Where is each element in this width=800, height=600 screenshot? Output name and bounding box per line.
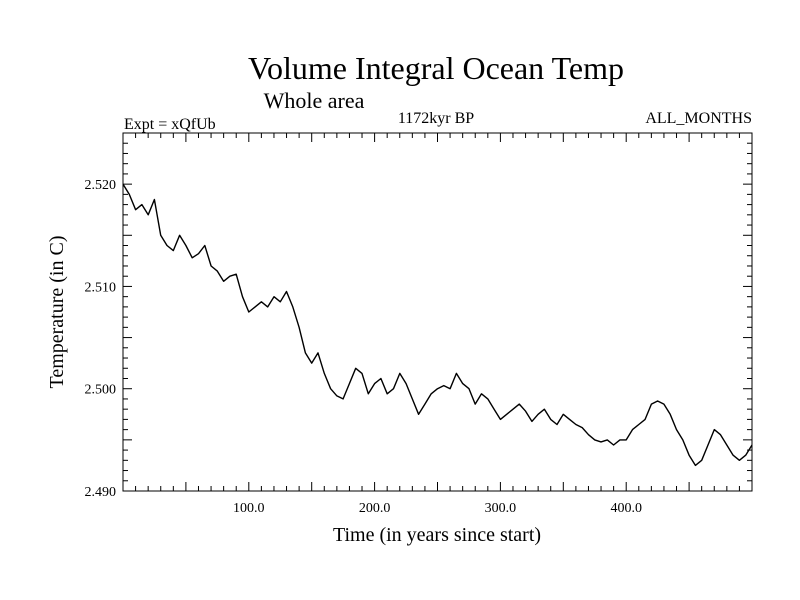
y-axis-label: Temperature (in C) <box>46 236 68 389</box>
temperature-series-line <box>122 183 753 467</box>
chart-title: Volume Integral Ocean Temp <box>248 50 624 86</box>
chart-subtitle: Whole area <box>264 88 365 113</box>
y-tick-label: 2.510 <box>85 280 117 295</box>
y-tick-label: 2.520 <box>85 178 117 193</box>
plot-frame <box>122 132 753 492</box>
y-tick-label: 2.490 <box>85 485 117 500</box>
y-tick-label: 2.500 <box>85 383 117 398</box>
experiment-label: Expt = xQfUb <box>124 116 216 133</box>
x-axis-label: Time (in years since start) <box>333 524 541 546</box>
period-label: 1172kyr BP <box>398 110 474 127</box>
x-tick-label: 100.0 <box>233 501 265 516</box>
x-tick-label: 400.0 <box>610 501 642 516</box>
x-tick-label: 300.0 <box>485 501 517 516</box>
axis-ticks <box>123 133 752 491</box>
months-label: ALL_MONTHS <box>645 110 752 127</box>
x-tick-label: 200.0 <box>359 501 391 516</box>
x-tick-labels: 100.0 200.0 300.0 400.0 <box>233 501 642 516</box>
y-tick-labels: 2.490 2.500 2.510 2.520 <box>85 178 117 500</box>
